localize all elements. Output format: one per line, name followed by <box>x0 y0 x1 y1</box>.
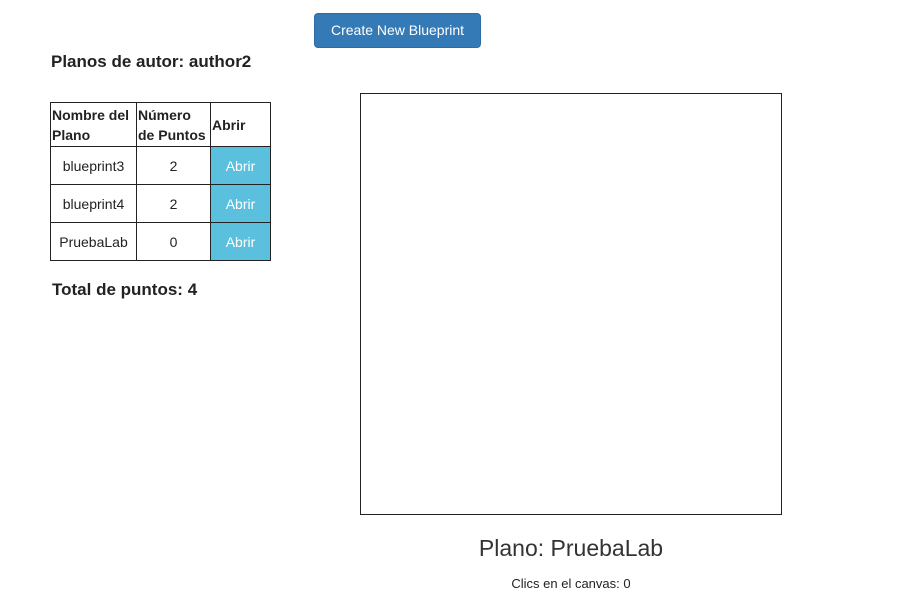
blueprint-name-cell: blueprint3 <box>50 146 137 185</box>
open-cell: Abrir <box>210 146 271 185</box>
canvas-clicks-label: Clics en el canvas: <box>511 576 620 591</box>
open-cell: Abrir <box>210 184 271 223</box>
header-point-count: Número de Puntos <box>136 102 211 147</box>
blueprint-canvas[interactable] <box>360 93 782 515</box>
open-blueprint-button[interactable]: Abrir <box>211 147 270 184</box>
current-blueprint-label: Plano: PruebaLab <box>360 535 782 562</box>
open-blueprint-button[interactable]: Abrir <box>211 185 270 222</box>
blueprint-name-cell: PruebaLab <box>50 222 137 261</box>
total-points: Total de puntos: 4 <box>52 280 197 300</box>
table-row: blueprint4 2 Abrir <box>50 184 271 223</box>
total-points-value: 4 <box>187 280 198 299</box>
create-new-blueprint-button[interactable]: Create New Blueprint <box>314 13 481 48</box>
canvas-clicks-counter: Clics en el canvas: 0 <box>360 576 782 591</box>
blueprints-table: Nombre del Plano Número de Puntos Abrir … <box>50 102 271 261</box>
point-count-cell: 0 <box>136 222 211 261</box>
blueprint-name-cell: blueprint4 <box>50 184 137 223</box>
total-points-label: Total de puntos: <box>52 280 183 299</box>
open-blueprint-button[interactable]: Abrir <box>211 223 270 260</box>
current-blueprint-prefix: Plano: <box>478 535 545 561</box>
header-blueprint-name: Nombre del Plano <box>50 102 137 147</box>
table-header-row: Nombre del Plano Número de Puntos Abrir <box>50 102 271 147</box>
table-row: blueprint3 2 Abrir <box>50 146 271 185</box>
open-cell: Abrir <box>210 222 271 261</box>
author-title: Planos de autor: author2 <box>51 52 251 72</box>
author-title-prefix: Planos de autor: <box>51 52 185 71</box>
point-count-cell: 2 <box>136 146 211 185</box>
author-name: author2 <box>188 52 252 71</box>
current-blueprint-name: PruebaLab <box>550 535 664 561</box>
table-row: PruebaLab 0 Abrir <box>50 222 271 261</box>
point-count-cell: 2 <box>136 184 211 223</box>
header-open: Abrir <box>210 102 271 147</box>
canvas-clicks-value: 0 <box>623 576 631 591</box>
